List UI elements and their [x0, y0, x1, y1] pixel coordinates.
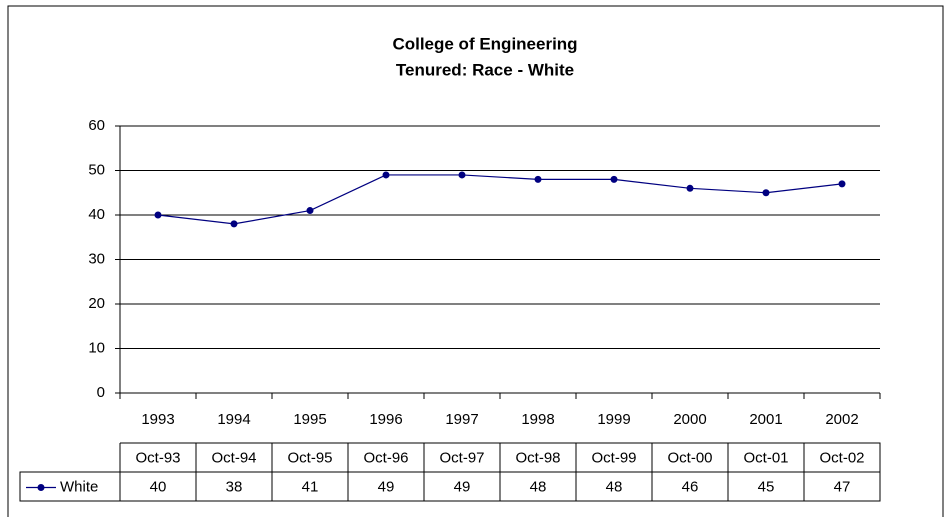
data-point [610, 175, 618, 183]
data-point [534, 175, 542, 183]
chart-title: College of Engineering [392, 34, 577, 53]
y-tick-label: 20 [88, 295, 105, 312]
data-point [306, 207, 314, 215]
legend-marker [37, 484, 45, 491]
data-table-header: Oct-00 [667, 449, 712, 466]
data-table-value: 49 [454, 478, 471, 495]
data-point [382, 171, 390, 179]
data-point [458, 171, 466, 179]
data-table-value: 48 [606, 478, 623, 495]
x-tick-label: 1997 [445, 411, 478, 428]
x-tick-label: 1996 [369, 411, 402, 428]
data-table-header: Oct-02 [819, 449, 864, 466]
data-table-header: Oct-99 [591, 449, 636, 466]
data-point [230, 220, 238, 228]
data-table-header: Oct-93 [135, 449, 180, 466]
x-tick-label: 2001 [749, 411, 782, 428]
chart-subtitle: Tenured: Race - White [396, 60, 574, 79]
y-tick-label: 30 [88, 250, 105, 267]
data-point [838, 180, 846, 188]
x-tick-label: 1994 [217, 411, 250, 428]
y-tick-label: 50 [88, 161, 105, 178]
data-table-value: 48 [530, 478, 547, 495]
data-table-header: Oct-95 [287, 449, 332, 466]
data-table-value: 41 [302, 478, 319, 495]
data-table-header: Oct-97 [439, 449, 484, 466]
x-tick-label: 1995 [293, 411, 326, 428]
y-tick-label: 40 [88, 206, 105, 223]
x-tick-label: 1999 [597, 411, 630, 428]
data-table-header: Oct-94 [211, 449, 256, 466]
data-point [762, 189, 770, 197]
data-table-value: 47 [834, 478, 851, 495]
data-point [686, 184, 694, 192]
x-tick-label: 2000 [673, 411, 706, 428]
data-table-header: Oct-01 [743, 449, 788, 466]
y-tick-label: 10 [88, 339, 105, 356]
data-table-value: 46 [682, 478, 699, 495]
data-table-header: Oct-98 [515, 449, 560, 466]
x-tick-label: 1998 [521, 411, 554, 428]
x-tick-label: 2002 [825, 411, 858, 428]
x-tick-label: 1993 [141, 411, 174, 428]
data-table-grid [19, 442, 881, 502]
data-table-value: 45 [758, 478, 775, 495]
data-point [154, 211, 162, 219]
data-table-value: 49 [378, 478, 395, 495]
data-table-header: Oct-96 [363, 449, 408, 466]
data-table-value: 40 [150, 478, 167, 495]
legend-label: White [60, 478, 98, 495]
y-tick-label: 60 [88, 117, 105, 134]
series-line [157, 174, 843, 225]
data-table-value: 38 [226, 478, 243, 495]
chart-frame [7, 5, 944, 517]
y-tick-label: 0 [97, 384, 105, 401]
